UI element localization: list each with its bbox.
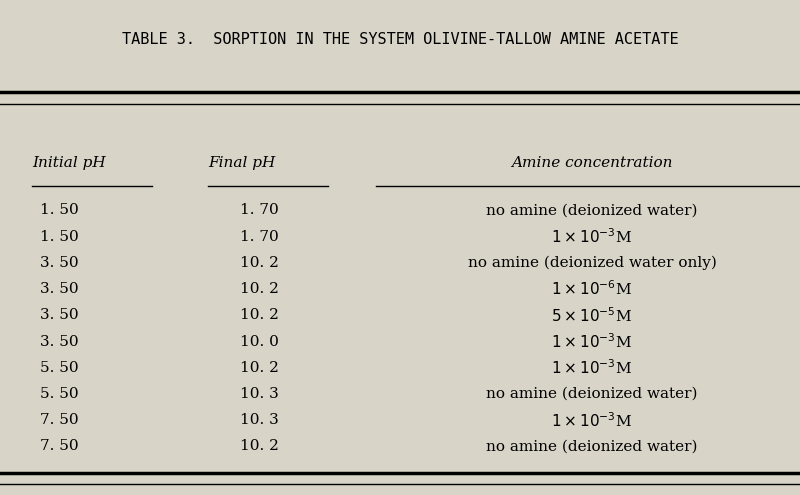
Text: $1\times 10^{-3}$M: $1\times 10^{-3}$M: [551, 227, 633, 246]
Text: $1\times 10^{-3}$M: $1\times 10^{-3}$M: [551, 411, 633, 430]
Text: 5. 50: 5. 50: [40, 361, 78, 375]
Text: 10. 2: 10. 2: [240, 308, 279, 322]
Text: $1\times 10^{-3}$M: $1\times 10^{-3}$M: [551, 332, 633, 351]
Text: 10. 2: 10. 2: [240, 361, 279, 375]
Text: 3. 50: 3. 50: [40, 308, 78, 322]
Text: 10. 3: 10. 3: [240, 387, 278, 401]
Text: no amine (deionized water): no amine (deionized water): [486, 387, 698, 401]
Text: 1. 50: 1. 50: [40, 203, 78, 217]
Text: 1. 70: 1. 70: [240, 230, 278, 244]
Text: no amine (deionized water only): no amine (deionized water only): [467, 255, 717, 270]
Text: 3. 50: 3. 50: [40, 282, 78, 296]
Text: 10. 2: 10. 2: [240, 440, 279, 453]
Text: no amine (deionized water): no amine (deionized water): [486, 440, 698, 453]
Text: 7. 50: 7. 50: [40, 440, 78, 453]
Text: TABLE 3.  SORPTION IN THE SYSTEM OLIVINE-TALLOW AMINE ACETATE: TABLE 3. SORPTION IN THE SYSTEM OLIVINE-…: [122, 32, 678, 47]
Text: Initial pH: Initial pH: [32, 156, 106, 170]
Text: 10. 2: 10. 2: [240, 256, 279, 270]
Text: 1. 50: 1. 50: [40, 230, 78, 244]
Text: 1. 70: 1. 70: [240, 203, 278, 217]
Text: no amine (deionized water): no amine (deionized water): [486, 203, 698, 217]
Text: 7. 50: 7. 50: [40, 413, 78, 427]
Text: 10. 2: 10. 2: [240, 282, 279, 296]
Text: $1\times 10^{-6}$M: $1\times 10^{-6}$M: [551, 280, 633, 298]
Text: Final pH: Final pH: [208, 156, 275, 170]
Text: 5. 50: 5. 50: [40, 387, 78, 401]
Text: 10. 3: 10. 3: [240, 413, 278, 427]
Text: 10. 0: 10. 0: [240, 335, 279, 348]
Text: $1\times 10^{-3}$M: $1\times 10^{-3}$M: [551, 358, 633, 377]
Text: 3. 50: 3. 50: [40, 335, 78, 348]
Text: 3. 50: 3. 50: [40, 256, 78, 270]
Text: $5\times 10^{-5}$M: $5\times 10^{-5}$M: [551, 306, 633, 325]
Text: Amine concentration: Amine concentration: [511, 156, 673, 170]
